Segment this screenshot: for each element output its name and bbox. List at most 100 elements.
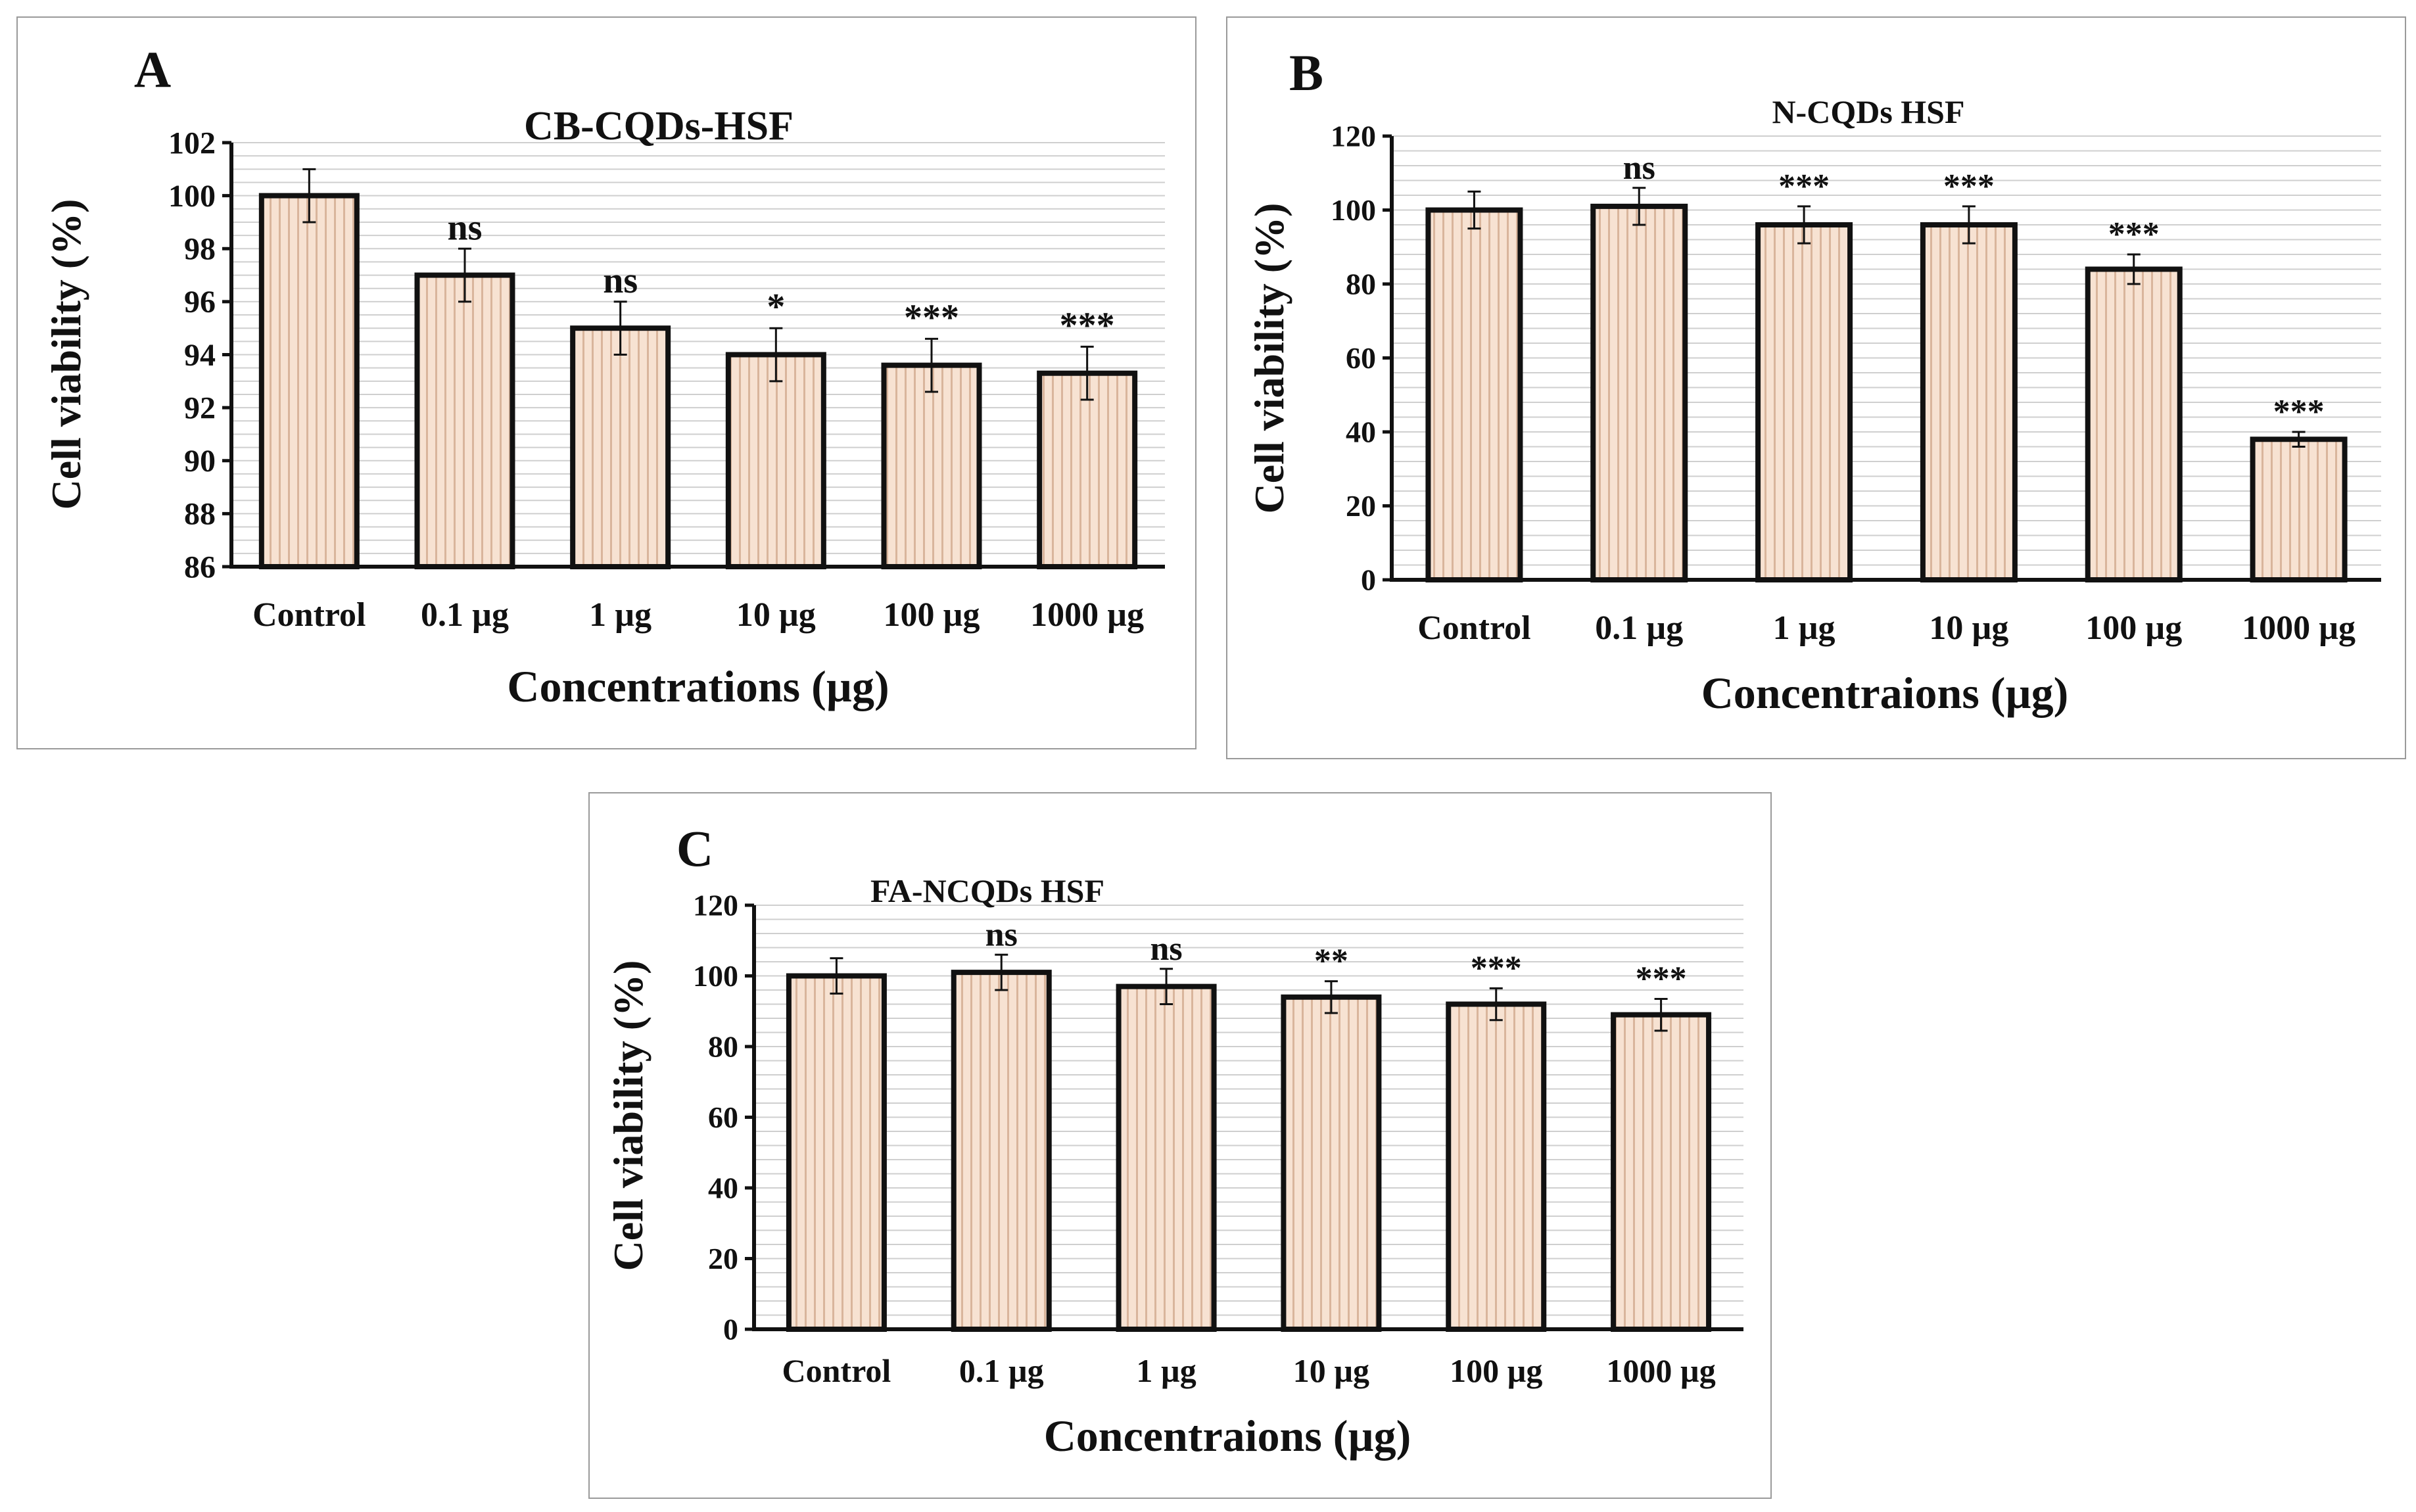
- error-bar: [1324, 980, 1338, 1014]
- y-tick-label: 100: [693, 959, 738, 993]
- bar: [1755, 222, 1853, 582]
- significance-label: ns: [1150, 930, 1183, 968]
- bar: [1037, 370, 1138, 569]
- error-bar: [2127, 253, 2141, 285]
- significance-label: ***: [1471, 949, 1522, 987]
- bar: [1920, 222, 2018, 582]
- x-tick-label: 1000 µg: [2242, 609, 2356, 647]
- error-bar: [613, 300, 627, 356]
- chart-title: FA-NCQDs HSF: [870, 872, 1104, 909]
- error-bar: [1797, 205, 1811, 245]
- error-bar: [1962, 205, 1976, 245]
- bar: [1611, 1012, 1712, 1332]
- grid-lines: [754, 905, 1743, 1316]
- panel-letter: B: [1289, 44, 1323, 101]
- y-tick-label: 40: [708, 1171, 738, 1205]
- y-tick-label: 92: [184, 390, 216, 425]
- y-tick-label: 120: [693, 889, 738, 922]
- y-axis-label: Cell viability (%): [43, 199, 89, 510]
- y-tick-label: 98: [184, 232, 216, 267]
- y-tick-label: 100: [168, 179, 216, 214]
- x-tick-label: 1 µg: [1773, 609, 1836, 647]
- y-tick-label: 60: [708, 1100, 738, 1134]
- y-tick-label: 100: [1331, 193, 1376, 227]
- chart-panel-b: Control ns 0.1 µg *** 1 µg *** 10 µg *** 100 µg *…: [1226, 16, 2406, 759]
- x-tick-label: 10 µg: [736, 596, 816, 634]
- error-bar: [1467, 190, 1481, 230]
- x-tick-label: 1 µg: [1136, 1352, 1196, 1389]
- y-tick-label: 80: [708, 1030, 738, 1064]
- bar-chart-c: Control ns 0.1 µg ns 1 µg ** 10 µg *** 100 µg ***…: [605, 820, 1743, 1461]
- y-tick-label: 0: [1361, 563, 1376, 597]
- x-tick-label: 1000 µg: [1606, 1352, 1715, 1389]
- error-bar: [995, 953, 1008, 991]
- error-bar: [925, 337, 938, 393]
- x-tick-label: 0.1 µg: [959, 1352, 1044, 1389]
- y-axis-label: Cell viability (%): [1246, 203, 1292, 514]
- x-axis-label: Concentraions (µg): [1701, 668, 2069, 718]
- bar: [570, 325, 671, 569]
- y-axis-label: Cell viability (%): [605, 960, 651, 1271]
- bar: [786, 973, 887, 1332]
- x-tick-label: 0.1 µg: [421, 596, 509, 634]
- error-bar: [830, 957, 843, 995]
- y-tick-label: 0: [723, 1313, 738, 1346]
- y-tick-label: 20: [1346, 489, 1376, 523]
- significance-label: ns: [1623, 149, 1655, 187]
- error-bar: [1160, 968, 1173, 1005]
- bar: [2085, 266, 2183, 582]
- x-tick-label: Control: [782, 1352, 891, 1389]
- significance-label: ns: [603, 260, 638, 301]
- grid-lines: [1392, 135, 2381, 566]
- x-axis-label: Concentraions (µg): [1044, 1411, 1411, 1461]
- chart-title: N-CQDs HSF: [1772, 93, 1964, 130]
- significance-label: ***: [1060, 305, 1115, 346]
- x-tick-label: 1 µg: [589, 596, 651, 634]
- bar-chart-b: Control ns 0.1 µg *** 1 µg *** 10 µg *** 100 µg *…: [1246, 44, 2381, 718]
- y-tick-label: 90: [184, 444, 216, 479]
- bar: [414, 272, 515, 569]
- y-tick-label: 94: [184, 338, 216, 373]
- panel-letter: C: [676, 820, 713, 877]
- error-bar: [1654, 997, 1668, 1032]
- error-bar: [1080, 345, 1094, 401]
- x-tick-label: 1000 µg: [1030, 596, 1144, 634]
- x-axis-label: Concentrations (µg): [507, 661, 889, 711]
- grid-lines: [231, 142, 1165, 554]
- significance-label: ***: [2108, 216, 2160, 253]
- panel-letter: A: [134, 41, 171, 98]
- y-tick-label: 80: [1346, 268, 1376, 301]
- significance-label: ***: [1778, 168, 1830, 205]
- bar: [1590, 203, 1688, 582]
- y-tick-label: 102: [168, 126, 216, 160]
- bar: [2250, 437, 2348, 582]
- chart-panel-a: Control ns 0.1 µg ns 1 µg * 10 µg *** 100 µg *** 1…: [16, 16, 1196, 749]
- chart-panel-c: Control ns 0.1 µg ns 1 µg ** 10 µg *** 100 µg ***…: [588, 792, 1772, 1499]
- significance-label: ns: [448, 207, 483, 248]
- error-bar: [769, 327, 783, 383]
- y-tick-label: 96: [184, 285, 216, 319]
- bar: [1116, 983, 1217, 1332]
- significance-label: **: [1314, 943, 1348, 980]
- x-tick-label: 10 µg: [1293, 1352, 1369, 1389]
- significance-label: *: [767, 287, 785, 327]
- bar: [725, 352, 826, 569]
- y-tick-label: 88: [184, 497, 216, 532]
- y-tick-label: 40: [1346, 415, 1376, 449]
- bar: [258, 193, 360, 569]
- y-tick-label: 86: [184, 550, 216, 584]
- y-tick-label: 120: [1331, 120, 1376, 153]
- error-bar: [302, 168, 316, 224]
- bar: [1425, 207, 1523, 582]
- y-tick-label: 20: [708, 1242, 738, 1275]
- x-tick-label: 100 µg: [1450, 1352, 1542, 1389]
- significance-label: ***: [1636, 960, 1687, 997]
- error-bar: [458, 247, 471, 303]
- x-tick-label: 10 µg: [1929, 609, 2008, 647]
- x-tick-label: Control: [252, 596, 366, 634]
- error-bar: [2292, 431, 2306, 448]
- significance-label: ***: [1943, 168, 1995, 205]
- bar: [1281, 994, 1382, 1332]
- x-tick-label: 100 µg: [2085, 609, 2182, 647]
- bar-chart-a: Control ns 0.1 µg ns 1 µg * 10 µg *** 100 µg *** 1…: [43, 41, 1165, 711]
